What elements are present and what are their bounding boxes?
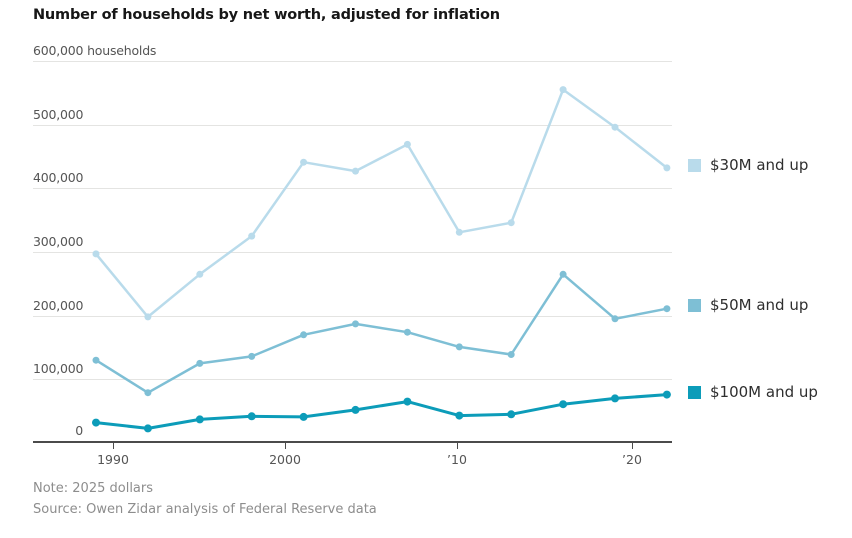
y-label-100k: 100,000 <box>33 361 84 376</box>
gridline-200k <box>33 316 672 317</box>
legend-swatch-100m <box>688 385 701 399</box>
gridline-300k <box>33 252 672 253</box>
x-label-1990: 1990 <box>97 452 129 467</box>
y-label-300k: 300,000 <box>33 234 84 249</box>
legend-swatch-30m <box>688 158 701 172</box>
legend-item-100m: $100M and up <box>688 383 818 401</box>
note-text: Note: 2025 dollars <box>33 481 154 496</box>
y-label-600k: 600,000 households <box>33 43 157 58</box>
x-label-2020: ’20 <box>622 452 642 467</box>
legend-label-50m: $50M and up <box>710 296 809 314</box>
x-axis-line <box>33 441 672 443</box>
y-label-200k: 200,000 <box>33 298 84 313</box>
legend-item-30m: $30M and up <box>688 156 808 174</box>
x-label-2010: ’10 <box>447 452 467 467</box>
gridline-100k <box>33 379 672 380</box>
legend-label-100m: $100M and up <box>710 383 818 401</box>
gridline-600k <box>33 61 672 62</box>
x-tick-1990 <box>113 443 114 449</box>
x-tick-2020 <box>632 443 633 449</box>
x-label-2000: 2000 <box>269 452 301 467</box>
legend-label-30m: $30M and up <box>710 156 809 174</box>
chart-title: Number of households by net worth, adjus… <box>33 7 500 23</box>
legend-swatch-50m <box>688 298 701 312</box>
legend-item-50m: $50M and up <box>688 296 808 314</box>
x-tick-2000 <box>285 443 286 449</box>
y-label-400k: 400,000 <box>33 170 84 185</box>
gridline-400k <box>33 188 672 189</box>
source-text: Source: Owen Zidar analysis of Federal R… <box>33 502 377 517</box>
y-label-0: 0 <box>75 423 83 438</box>
gridline-500k <box>33 125 672 126</box>
x-tick-2010 <box>457 443 458 449</box>
y-label-500k: 500,000 <box>33 107 84 122</box>
